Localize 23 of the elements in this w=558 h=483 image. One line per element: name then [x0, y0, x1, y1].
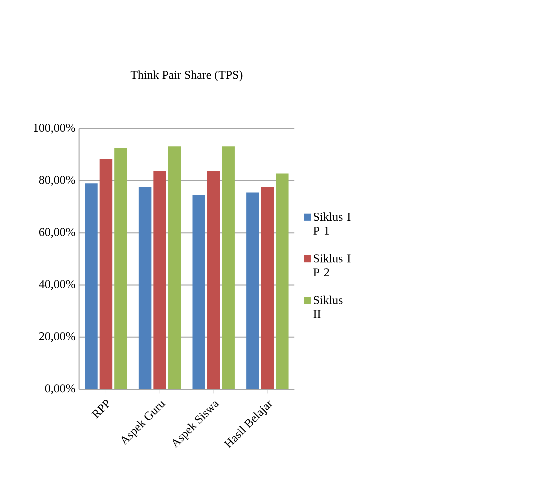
bar [154, 171, 166, 390]
legend-label: Siklus I P 2 [314, 254, 351, 277]
y-tick-label: 60,00% [39, 228, 76, 238]
legend-label: Siklus II [314, 296, 343, 318]
x-tick-label: RPP [91, 400, 110, 419]
chart-title: Think Pair Share (TPS) [130, 70, 243, 82]
bar [138, 187, 152, 390]
y-tick-label: 80,00% [39, 176, 76, 186]
bar [246, 192, 260, 390]
bar [114, 148, 128, 390]
y-tick-label: 40,00% [39, 280, 76, 290]
bar [100, 159, 113, 390]
bar [192, 195, 206, 390]
legend-label: Siklus I P 1 [314, 212, 351, 235]
bar [276, 174, 289, 390]
y-tick-label: 100,00% [34, 124, 76, 134]
bar [261, 188, 274, 390]
bar [207, 171, 220, 390]
bar [222, 146, 235, 390]
y-tick-label: 0,00% [45, 384, 76, 394]
bar [85, 184, 98, 390]
y-tick-label: 20,00% [40, 332, 76, 342]
bar [168, 146, 182, 390]
